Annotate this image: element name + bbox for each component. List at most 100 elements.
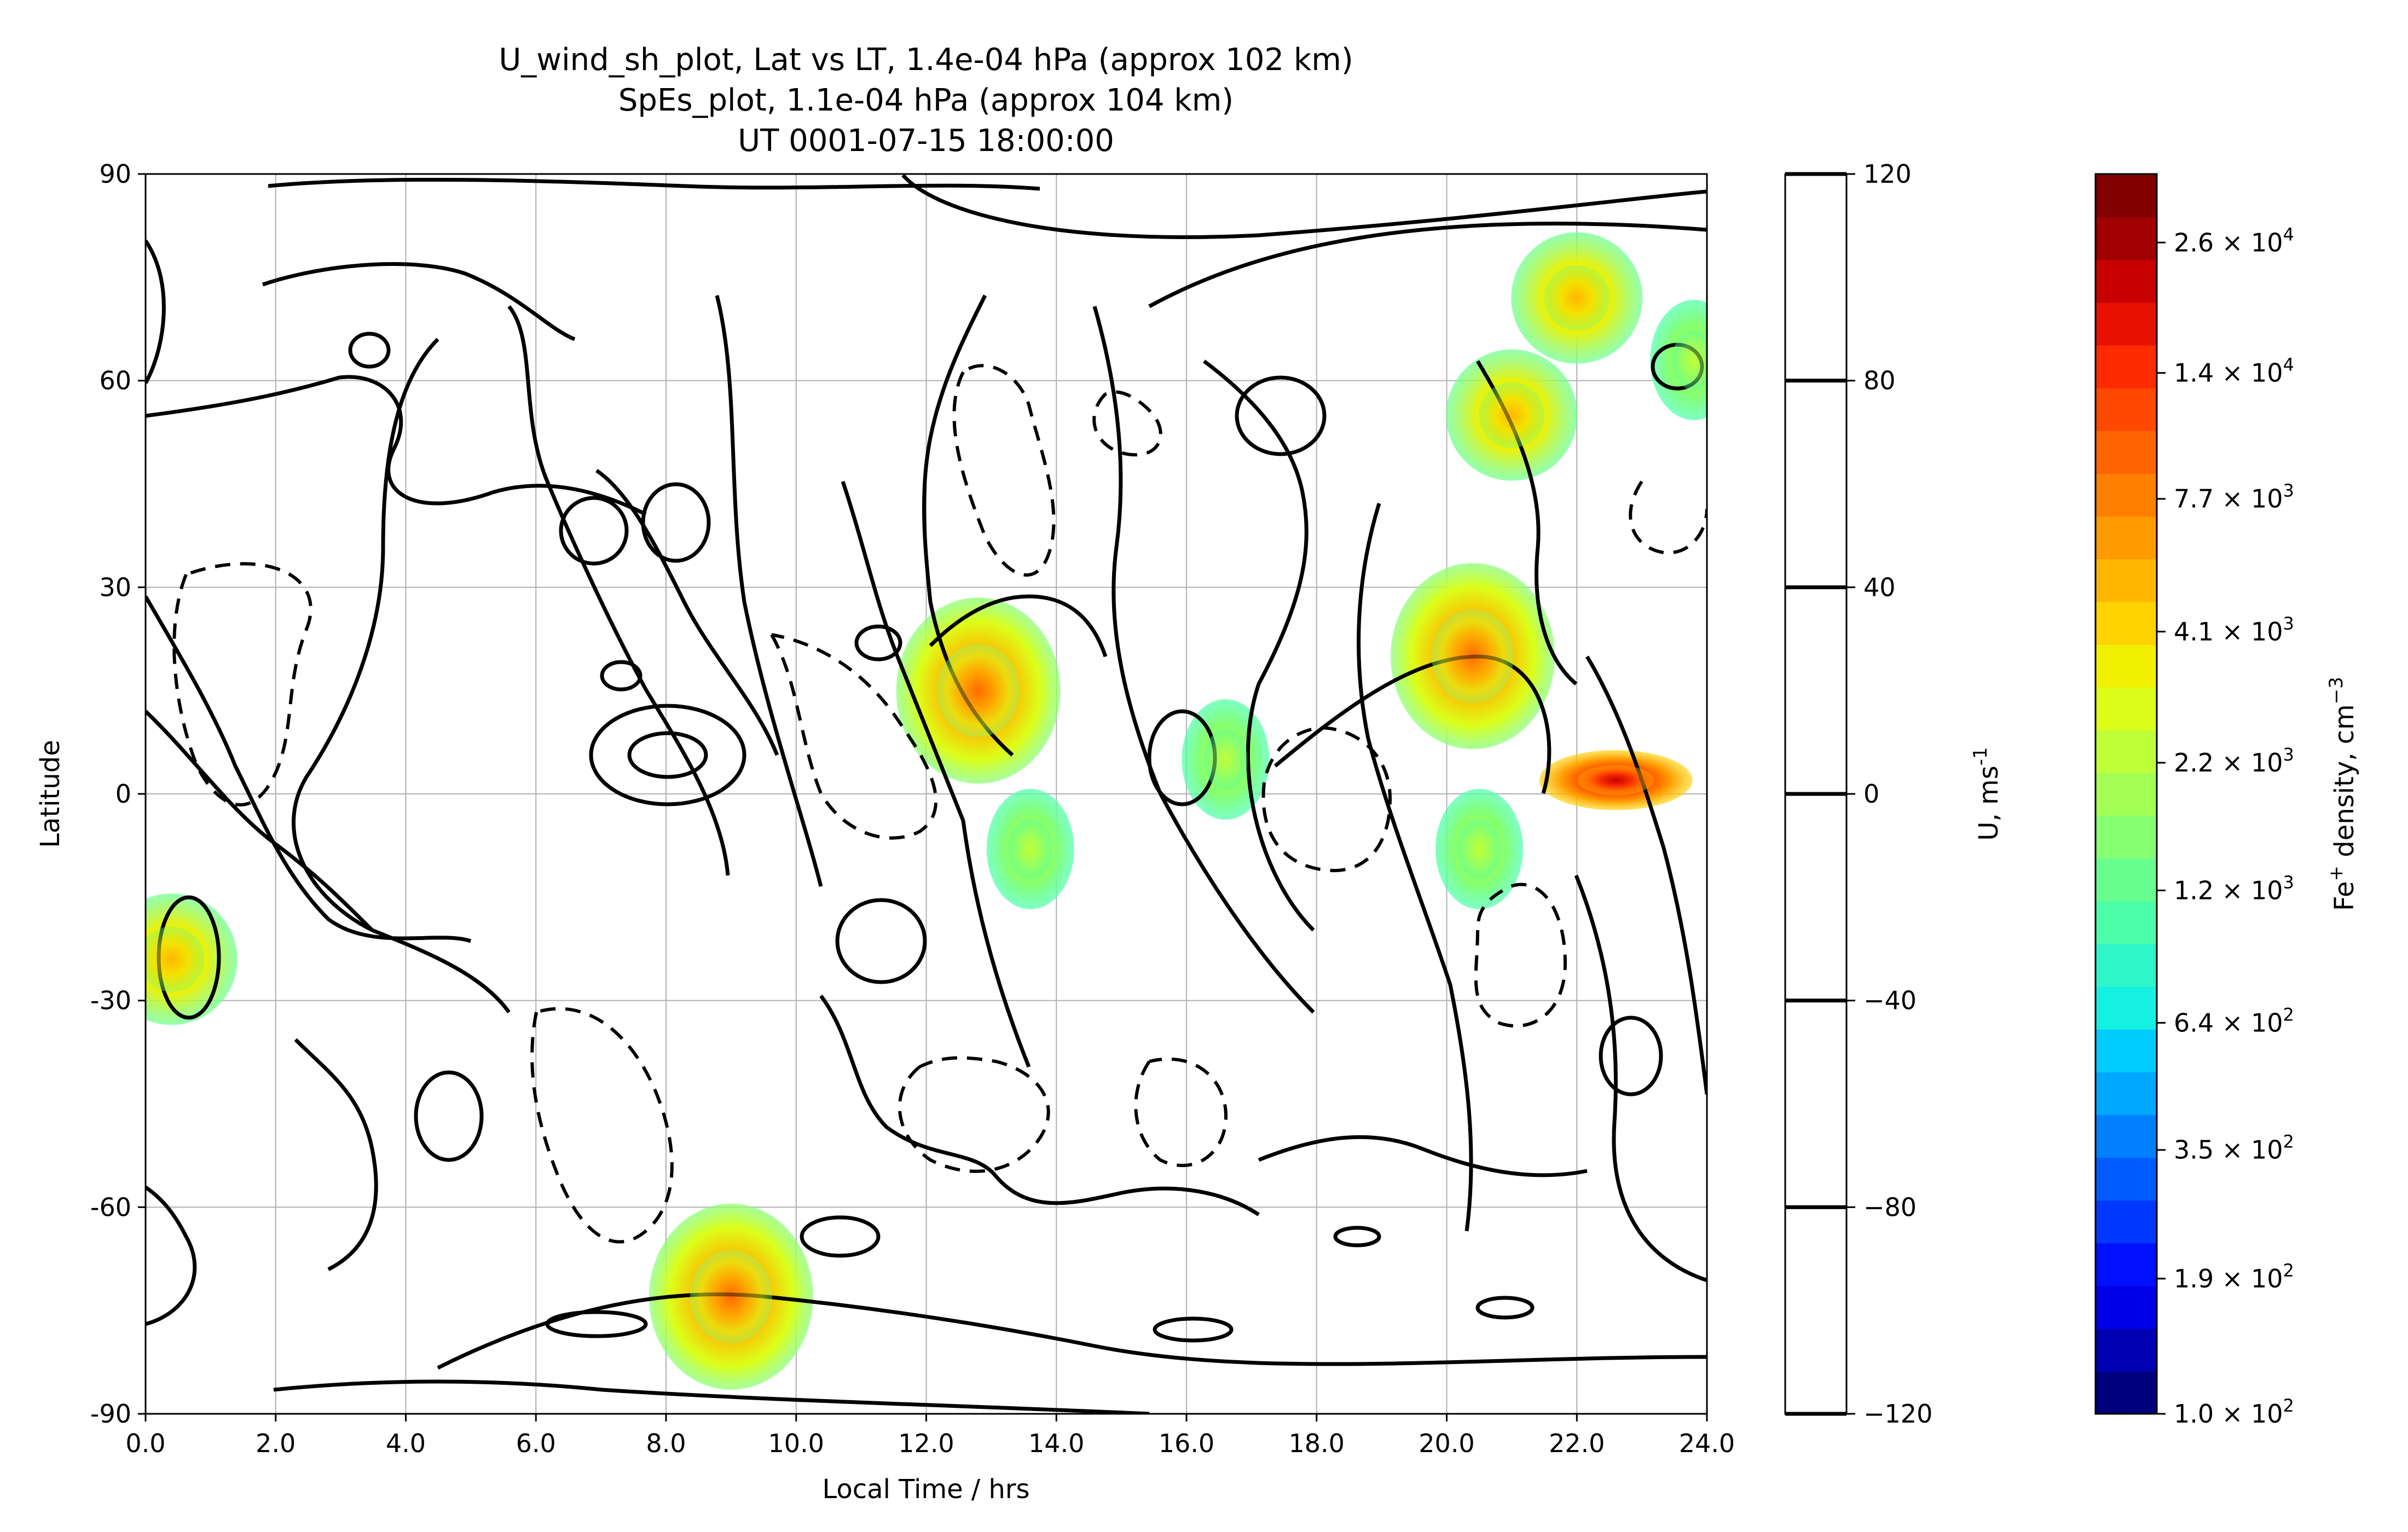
density-colorbar-tick-label: 1.9 × 102 [2174,1260,2294,1293]
wind-contours-negative [172,364,1707,1244]
density-colorbar-swatch [2096,516,2157,560]
density-colorbar-swatch [2096,1285,2157,1329]
contour-line [1258,1135,1588,1177]
tick-mantissa: 3.5 × 10 [2174,1135,2283,1165]
contour-line-dashed [1134,1057,1228,1167]
x-tick-label: 4.0 [386,1429,426,1458]
contour-line [268,177,1040,191]
tick-exponent: 3 [2283,480,2294,501]
tick-exponent: 4 [2283,355,2294,375]
contour-loop [1153,1316,1234,1343]
contour-line [1092,306,1315,1014]
wind-colorbar-tick-label: 40 [1863,572,1896,602]
contour-line [1357,502,1473,1232]
density-patch-core [1432,610,1514,703]
title-line-1: U_wind_sh_plot, Lat vs LT, 1.4e-04 hPa (… [499,42,1353,78]
x-tick-label: 2.0 [256,1429,296,1458]
y-tick-label: -90 [90,1399,131,1429]
density-colorbar-swatch [2096,1115,2157,1158]
tick-exponent: 3 [2283,872,2294,892]
contour-loop [348,332,391,369]
density-colorbar-tick-label: 4.1 × 103 [2174,613,2294,646]
contour-line [595,469,779,756]
y-tick-label: 90 [99,159,131,189]
density-label-sup2: −3 [2325,677,2347,704]
contour-line [1202,359,1315,932]
density-patch-core [690,1250,772,1343]
contour-loop [1333,1226,1381,1247]
density-colorbar-swatch [2096,345,2157,388]
tick-exponent: 4 [2283,224,2294,245]
x-axis: 0.0 2.0 4.0 6.0 8.0 10.0 12.0 14.0 16.0 18.0 20.0 2… [125,1414,1735,1458]
contour-line [841,480,1031,1068]
wind-colorbar-tick-label: −120 [1863,1399,1932,1429]
tick-exponent: 3 [2283,744,2294,765]
y-tick-label: 0 [115,779,131,809]
y-tick-label: -60 [90,1192,131,1222]
density-colorbar-swatch [2096,559,2157,602]
density-colorbar-swatch [2096,174,2157,218]
density-colorbar-swatch [2096,302,2157,346]
contour-line [146,375,647,517]
density-colorbar-swatch [2096,473,2157,517]
density-colorbar-swatch [2096,644,2157,688]
wind-colorbar-tick-label: −80 [1863,1192,1917,1222]
contour-line-dashed [530,1007,674,1244]
density-label-sup1: + [2325,866,2347,881]
fe-density-overlay [146,265,1707,1343]
wind-colorbar-label-main: U, ms [1973,765,2004,840]
density-colorbar-swatch [2096,815,2157,859]
tick-mantissa: 1.0 × 10 [2174,1399,2283,1429]
plot-area: 0.0 2.0 4.0 6.0 8.0 10.0 12.0 14.0 16.0 18.0 20.0 2… [35,159,1735,1505]
x-tick-label: 16.0 [1159,1429,1214,1458]
tick-mantissa: 1.4 × 10 [2174,358,2283,388]
density-colorbar-swatch [2096,901,2157,944]
density-patch-core [1203,729,1248,790]
wind-colorbar-label: U, ms-1 [1970,747,2004,840]
y-axis-label: Latitude [35,740,66,848]
density-colorbar-swatch [2096,986,2157,1030]
density-colorbar-box [2094,173,2158,1415]
density-colorbar-tick-label: 2.6 × 104 [2174,224,2294,257]
wind-colorbar: −120 −80 −40 0 40 80 120 U, ms-1 [1784,159,2004,1429]
x-tick-label: 8.0 [646,1429,686,1458]
contour-line [901,174,1707,239]
tick-mantissa: 2.2 × 10 [2174,748,2283,777]
x-tick-label: 10.0 [768,1429,824,1458]
contour-loop [1235,375,1327,456]
density-patch-core [146,926,205,993]
contour-loop [627,731,708,779]
density-colorbar-tick-label: 6.4 × 102 [2174,1004,2294,1037]
contour-line [273,1379,1150,1414]
contour-line [146,710,374,932]
density-colorbar-tick-label: 1.2 × 103 [2174,872,2294,905]
x-axis-label: Local Time / hrs [823,1474,1030,1505]
wind-colorbar-ticks: −120 −80 −40 0 40 80 120 [1785,159,1932,1429]
density-patch-core [1457,819,1501,879]
density-colorbar-swatch [2096,1029,2157,1072]
contour-loop [589,704,746,806]
contour-loop [1599,1015,1663,1096]
contour-line-dashed [770,633,938,840]
contour-line [437,1292,1707,1370]
density-colorbar-swatch [2096,1200,2157,1244]
tick-exponent: 2 [2283,1260,2294,1281]
contour-loop [1475,1296,1535,1320]
x-tick-label: 6.0 [516,1429,556,1458]
density-label-prefix: Fe [2329,881,2360,912]
y-tick-label: -30 [90,986,131,1015]
contour-line [1585,655,1707,1095]
contour-line-dashed [1092,390,1162,457]
density-patch-core [1672,329,1707,390]
contour-line [929,594,1108,658]
tick-mantissa: 2.6 × 10 [2174,228,2283,257]
density-colorbar-swatch [2096,601,2157,645]
density-colorbar-swatch [2096,1071,2157,1116]
tick-exponent: 3 [2283,613,2294,634]
chart-title: U_wind_sh_plot, Lat vs LT, 1.4e-04 hPa (… [499,42,1353,159]
density-colorbar-swatch [2096,387,2157,431]
title-line-2: SpEs_plot, 1.1e-04 hPa (approx 104 km) [618,83,1234,118]
density-colorbar-tick-label: 1.4 × 104 [2174,355,2294,388]
density-colorbar-swatch [2096,217,2157,260]
title-line-3: UT 0001-07-15 18:00:00 [738,123,1114,159]
